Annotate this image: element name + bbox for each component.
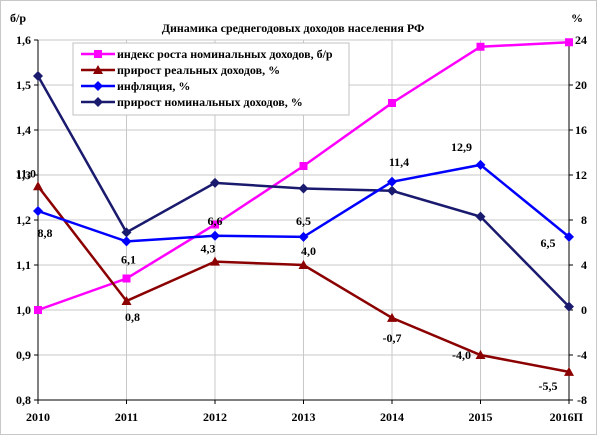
right-tick-label: 8 xyxy=(581,213,587,227)
point-nominal-index xyxy=(211,220,219,229)
legend: индекс роста номинальных доходов, б/р при… xyxy=(72,42,350,116)
left-tick-label: 0,8 xyxy=(16,393,31,407)
point-real-income-growth xyxy=(210,256,220,266)
point-real-income-growth xyxy=(475,350,486,359)
data-label-inflation: 6,5 xyxy=(296,214,311,228)
data-label-real-income-growth: -4,0 xyxy=(452,348,471,362)
point-nominal-index xyxy=(388,99,396,107)
data-label-real-income-growth: 0,8 xyxy=(125,310,140,324)
axes: 0,8 -8 0,9 -4 1,0 0 1,1 4 1,2 8 1,3 12 1,4 16 1,5 20 1,6… xyxy=(16,33,587,424)
x-tick-label: 2015 xyxy=(469,410,493,424)
point-nominal-income-growth xyxy=(298,183,309,194)
right-tick-label: 24 xyxy=(575,33,587,47)
data-label-inflation: 6,6 xyxy=(208,214,223,228)
point-nominal-income-growth xyxy=(475,211,486,222)
data-label-inflation: 11,4 xyxy=(389,155,409,169)
left-tick-label: 1,6 xyxy=(16,33,31,47)
x-tick-label: 2011 xyxy=(115,410,138,424)
point-nominal-income-growth xyxy=(210,177,220,188)
point-real-income-growth xyxy=(121,296,132,305)
left-tick-label: 1,0 xyxy=(16,303,31,317)
point-nominal-index xyxy=(476,42,485,51)
right-tick-label: 4 xyxy=(581,258,587,272)
data-label-real-income-growth: -0,7 xyxy=(383,331,402,345)
right-tick-label: 12 xyxy=(575,168,587,182)
right-tick-label: 16 xyxy=(575,123,587,137)
left-tick-label: 1,4 xyxy=(16,123,31,137)
point-inflation xyxy=(387,176,397,187)
point-real-income-growth xyxy=(387,312,397,322)
left-tick-label: 1,5 xyxy=(16,78,31,92)
legend-swatch-marker xyxy=(93,97,103,107)
data-label-real-income-growth: 11,0 xyxy=(16,166,36,180)
series-layer xyxy=(33,38,574,376)
point-inflation xyxy=(121,236,132,247)
point-nominal-income-growth xyxy=(121,227,132,238)
point-real-income-growth xyxy=(564,366,574,376)
point-nominal-income-growth xyxy=(33,71,43,81)
right-tick-label: -8 xyxy=(577,393,587,407)
right-tick-label: 20 xyxy=(575,78,587,92)
point-nominal-index xyxy=(34,306,42,314)
chart-title: Динамика среднегодовых доходов населения… xyxy=(162,21,425,35)
legend-box xyxy=(72,42,350,116)
data-label-inflation: 6,1 xyxy=(121,252,136,266)
left-tick-label: 1,2 xyxy=(16,213,31,227)
point-inflation xyxy=(33,206,43,216)
point-nominal-index xyxy=(122,274,131,283)
x-tick-label: 2016П xyxy=(550,410,584,424)
point-inflation xyxy=(210,230,220,241)
left-tick-label: 1,1 xyxy=(16,258,31,272)
right-tick-label: 0 xyxy=(581,303,587,317)
point-real-income-growth xyxy=(298,260,309,269)
legend-swatch-marker xyxy=(93,65,103,74)
left-tick-label: 1,3 xyxy=(16,168,31,182)
legend-label: прирост реальных доходов, % xyxy=(117,63,280,77)
legend-swatch-marker xyxy=(93,81,103,91)
x-tick-label: 2012 xyxy=(203,410,227,424)
data-label-real-income-growth: 4,3 xyxy=(201,242,216,256)
point-inflation xyxy=(298,231,309,242)
x-tick-label: 2013 xyxy=(292,410,316,424)
legend-swatch-marker xyxy=(94,50,102,58)
data-label-inflation: 12,9 xyxy=(451,140,472,154)
left-tick-label: 0,9 xyxy=(16,348,31,362)
data-label-inflation: 8,8 xyxy=(38,226,53,240)
x-tick-label: 2010 xyxy=(26,410,50,424)
point-nominal-index xyxy=(565,38,573,47)
right-axis-unit: % xyxy=(571,11,583,25)
data-label-real-income-growth: -5,5 xyxy=(539,379,558,393)
point-real-income-growth xyxy=(33,181,43,191)
data-label-inflation: 6,5 xyxy=(541,236,556,250)
data-labels: 11,0 0,8 4,3 4,0 -0,7 -4,0 -5,5 8,8 6,1 6,6 6,5 11,… xyxy=(16,140,558,393)
point-nominal-income-growth xyxy=(564,301,574,312)
point-inflation xyxy=(475,159,486,170)
left-axis-unit: б/р xyxy=(10,11,26,25)
point-nominal-income-growth xyxy=(387,185,397,196)
legend-label: инфляция, % xyxy=(117,79,190,93)
x-tick-label: 2014 xyxy=(380,410,404,424)
data-label-real-income-growth: 4,0 xyxy=(301,244,316,258)
legend-label: прирост номинальных доходов, % xyxy=(117,95,303,109)
right-tick-label: -4 xyxy=(577,348,587,362)
point-nominal-index xyxy=(299,162,308,170)
point-inflation xyxy=(564,231,574,242)
legend-label: индекс роста номинальных доходов, б/р xyxy=(117,47,333,61)
